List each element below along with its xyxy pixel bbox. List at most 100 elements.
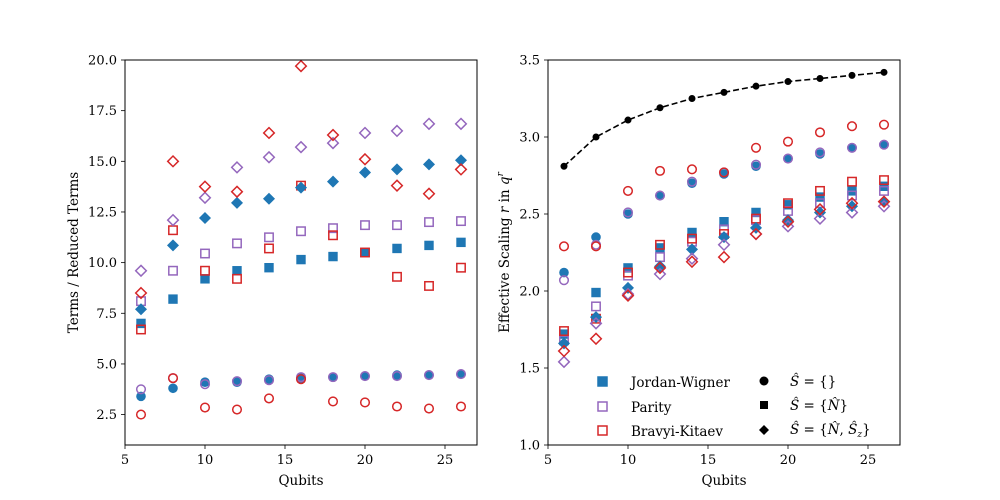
bravyi-kitaev-s-n-point bbox=[264, 243, 274, 254]
x-tick-label: 10 bbox=[620, 453, 637, 468]
parity-s-point bbox=[622, 207, 634, 218]
parity-s-point bbox=[686, 176, 698, 187]
parity-s-n-point bbox=[264, 232, 274, 243]
x-tick-label: 5 bbox=[121, 453, 129, 468]
parity-s-n-sz-point bbox=[877, 199, 891, 213]
bravyi-kitaev-s-n-sz-point bbox=[589, 332, 603, 346]
jordan-wigner-s-n-sz-point bbox=[422, 158, 436, 171]
bravyi-kitaev-s-n-sz-point bbox=[326, 128, 340, 142]
parity-s-n-sz-point bbox=[358, 126, 372, 140]
bravyi-kitaev-s-point bbox=[231, 404, 243, 415]
jordan-wigner-s-n-point bbox=[264, 262, 274, 273]
bravyi-kitaev-s-n-point bbox=[136, 324, 146, 335]
x-tick-label: 15 bbox=[700, 453, 717, 468]
y-tick-label: 10.0 bbox=[88, 256, 117, 271]
bravyi-kitaev-s-n-point bbox=[687, 233, 697, 244]
jordan-wigner-s-n-point bbox=[328, 251, 338, 262]
legend-entry-parity: Parity bbox=[597, 400, 672, 416]
parity-s-n-sz-point bbox=[198, 191, 212, 205]
jordan-wigner-s-n-point bbox=[655, 243, 665, 253]
reference-point bbox=[688, 95, 696, 102]
parity-s-n-point bbox=[168, 265, 178, 276]
parity-s-n-point bbox=[328, 223, 338, 234]
parity-s-n-sz-point bbox=[717, 238, 731, 252]
jordan-wigner-s-n-point bbox=[392, 243, 402, 254]
y-tick-label: 5.0 bbox=[96, 357, 117, 372]
bravyi-kitaev-s-n-sz-point bbox=[813, 203, 827, 216]
bravyi-kitaev-s-n-sz-point bbox=[621, 289, 635, 302]
parity-s-point bbox=[455, 369, 467, 380]
reference-point bbox=[592, 133, 600, 141]
parity-s-n-point bbox=[424, 217, 434, 228]
parity-s-n-point bbox=[200, 248, 210, 259]
left-markers bbox=[134, 59, 468, 420]
bravyi-kitaev-s-n-point bbox=[360, 247, 370, 258]
reference-point bbox=[720, 88, 728, 96]
bravyi-kitaev-s-n-sz-point bbox=[358, 152, 372, 166]
bravyi-kitaev-s-n-sz-point bbox=[134, 286, 148, 300]
bravyi-kitaev-s-n-sz-point bbox=[877, 195, 891, 209]
parity-s-n-point bbox=[392, 220, 402, 231]
y-tick-label: 7.5 bbox=[96, 307, 117, 322]
reference-point bbox=[848, 71, 856, 79]
bravyi-kitaev-s-n-point bbox=[623, 267, 633, 278]
jordan-wigner-s-n-point bbox=[360, 247, 370, 258]
y-tick-label: 15.0 bbox=[88, 155, 117, 170]
y-tick-label: 3.0 bbox=[519, 131, 540, 146]
bravyi-kitaev-s-point bbox=[878, 119, 890, 130]
parity-s-n-sz-point bbox=[326, 136, 340, 150]
legend-label-symmetry-n: Ŝ = {N̂} bbox=[790, 397, 848, 414]
x-tick-label: 10 bbox=[197, 453, 214, 468]
jordan-wigner-s-n-sz-point bbox=[230, 196, 244, 209]
jordan-wigner-s-n-point bbox=[424, 240, 434, 251]
bravyi-kitaev-s-n-point bbox=[328, 230, 338, 241]
left-panel: 5 10 15 20 25 2.5 5.0 7.5 10.0 12.5 15.0 17.5 20.0 Q… bbox=[66, 54, 478, 489]
parity-s-point bbox=[558, 275, 570, 286]
jordan-wigner-s-n-sz-point bbox=[557, 337, 571, 350]
legend-square-icon bbox=[597, 401, 608, 412]
jordan-wigner-s-n-point bbox=[168, 294, 178, 304]
bravyi-kitaev-s-n-point bbox=[392, 271, 402, 282]
y-tick-label: 12.5 bbox=[88, 205, 117, 220]
left-y-axis-label: Terms / Reduced Terms bbox=[66, 172, 82, 333]
right-ticks: 5 10 15 20 25 1.0 1.5 2.0 2.5 3.0 3.5 bbox=[519, 54, 876, 469]
parity-s-point bbox=[263, 375, 275, 386]
bravyi-kitaev-s-n-point bbox=[879, 175, 889, 186]
jordan-wigner-s-n-point bbox=[296, 254, 306, 265]
jordan-wigner-s-n-point bbox=[232, 266, 242, 276]
jordan-wigner-s-n-point bbox=[591, 287, 601, 298]
legend-diamond-icon bbox=[759, 425, 769, 435]
bravyi-kitaev-s-point bbox=[359, 397, 371, 408]
reference-point bbox=[656, 104, 664, 112]
bravyi-kitaev-s-n-point bbox=[815, 185, 825, 196]
bravyi-kitaev-s-n-sz-point bbox=[390, 179, 404, 192]
parity-s-n-sz-point bbox=[294, 140, 308, 154]
bravyi-kitaev-s-n-sz-point bbox=[198, 180, 212, 194]
parity-s-point bbox=[750, 159, 762, 170]
x-tick-label: 5 bbox=[544, 453, 552, 468]
parity-s-point bbox=[359, 371, 371, 382]
jordan-wigner-s-n-sz-point bbox=[358, 166, 372, 179]
jordan-wigner-s-n-sz-point bbox=[390, 163, 404, 176]
bravyi-kitaev-s-n-sz-point bbox=[166, 154, 180, 168]
parity-s-point bbox=[199, 379, 211, 390]
parity-s-n-point bbox=[296, 226, 306, 237]
jordan-wigner-s-n-sz-point bbox=[717, 231, 731, 244]
parity-s-point bbox=[423, 370, 435, 381]
bravyi-kitaev-s-n-point bbox=[424, 280, 434, 291]
y-tick-label: 1.0 bbox=[519, 439, 540, 454]
reference-point bbox=[752, 82, 760, 90]
legend-square-icon bbox=[760, 401, 768, 409]
jordan-wigner-s-n-sz-point bbox=[166, 239, 180, 252]
bravyi-kitaev-s-point bbox=[391, 401, 403, 412]
parity-s-point bbox=[846, 142, 858, 153]
bravyi-kitaev-s-point bbox=[782, 136, 794, 147]
bravyi-kitaev-s-point bbox=[558, 241, 570, 252]
legend-entry-symmetry-n: Ŝ = {N̂} bbox=[760, 397, 848, 414]
jordan-wigner-s-n-point bbox=[136, 318, 146, 329]
bravyi-kitaev-s-point bbox=[846, 121, 858, 132]
bravyi-kitaev-s-n-sz-point bbox=[781, 215, 795, 229]
parity-s-point bbox=[782, 153, 794, 164]
parity-s-n-point bbox=[232, 238, 242, 249]
bravyi-kitaev-s-n-sz-point bbox=[845, 196, 859, 210]
